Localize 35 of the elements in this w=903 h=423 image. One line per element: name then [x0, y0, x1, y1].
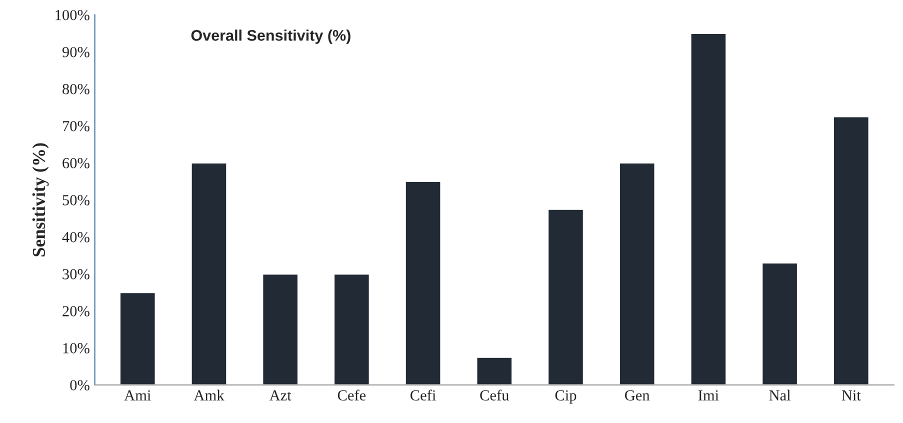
y-tick-label: 40% — [62, 232, 90, 242]
x-tick-label: Cefe — [338, 390, 366, 401]
bar — [832, 116, 870, 385]
y-tick-label: 20% — [62, 306, 90, 316]
y-tick-label: 10% — [63, 343, 90, 354]
x-tick-label: Gen — [625, 390, 650, 401]
bar — [404, 180, 442, 385]
y-tick-label: 50% — [62, 195, 90, 206]
bar — [690, 32, 727, 385]
x-tick-label: Azt — [269, 390, 292, 401]
x-tick-label: Amk — [194, 390, 224, 400]
bar — [333, 273, 370, 385]
x-tick-label: Nit — [842, 390, 861, 401]
x-tick-label: Nal — [769, 390, 791, 401]
y-tick-label: 70% — [62, 120, 90, 132]
x-tick-label: Cefi — [410, 390, 436, 401]
bar — [476, 356, 513, 385]
y-tick-label: 0% — [70, 380, 90, 390]
bar — [262, 273, 299, 385]
x-tick-label: Cip — [555, 390, 576, 404]
y-tick-label: 80% — [62, 84, 90, 94]
y-tick-label: 60% — [62, 158, 90, 168]
y-tick-label: 90% — [62, 46, 90, 58]
y-tick-label: 30% — [62, 269, 90, 280]
x-tick-label: Ami — [124, 390, 151, 400]
bar — [761, 262, 798, 385]
y-tick-label: 100% — [56, 10, 90, 20]
bar — [119, 292, 156, 385]
bar — [618, 162, 656, 385]
x-tick-label: Imi — [698, 390, 719, 400]
bar — [547, 208, 584, 385]
bar — [190, 162, 228, 385]
y-axis-title: Sensitivity (%) — [32, 143, 49, 256]
x-tick-label: Cefu — [480, 390, 509, 401]
text: Overall Sensitivity (%) — [191, 30, 350, 44]
